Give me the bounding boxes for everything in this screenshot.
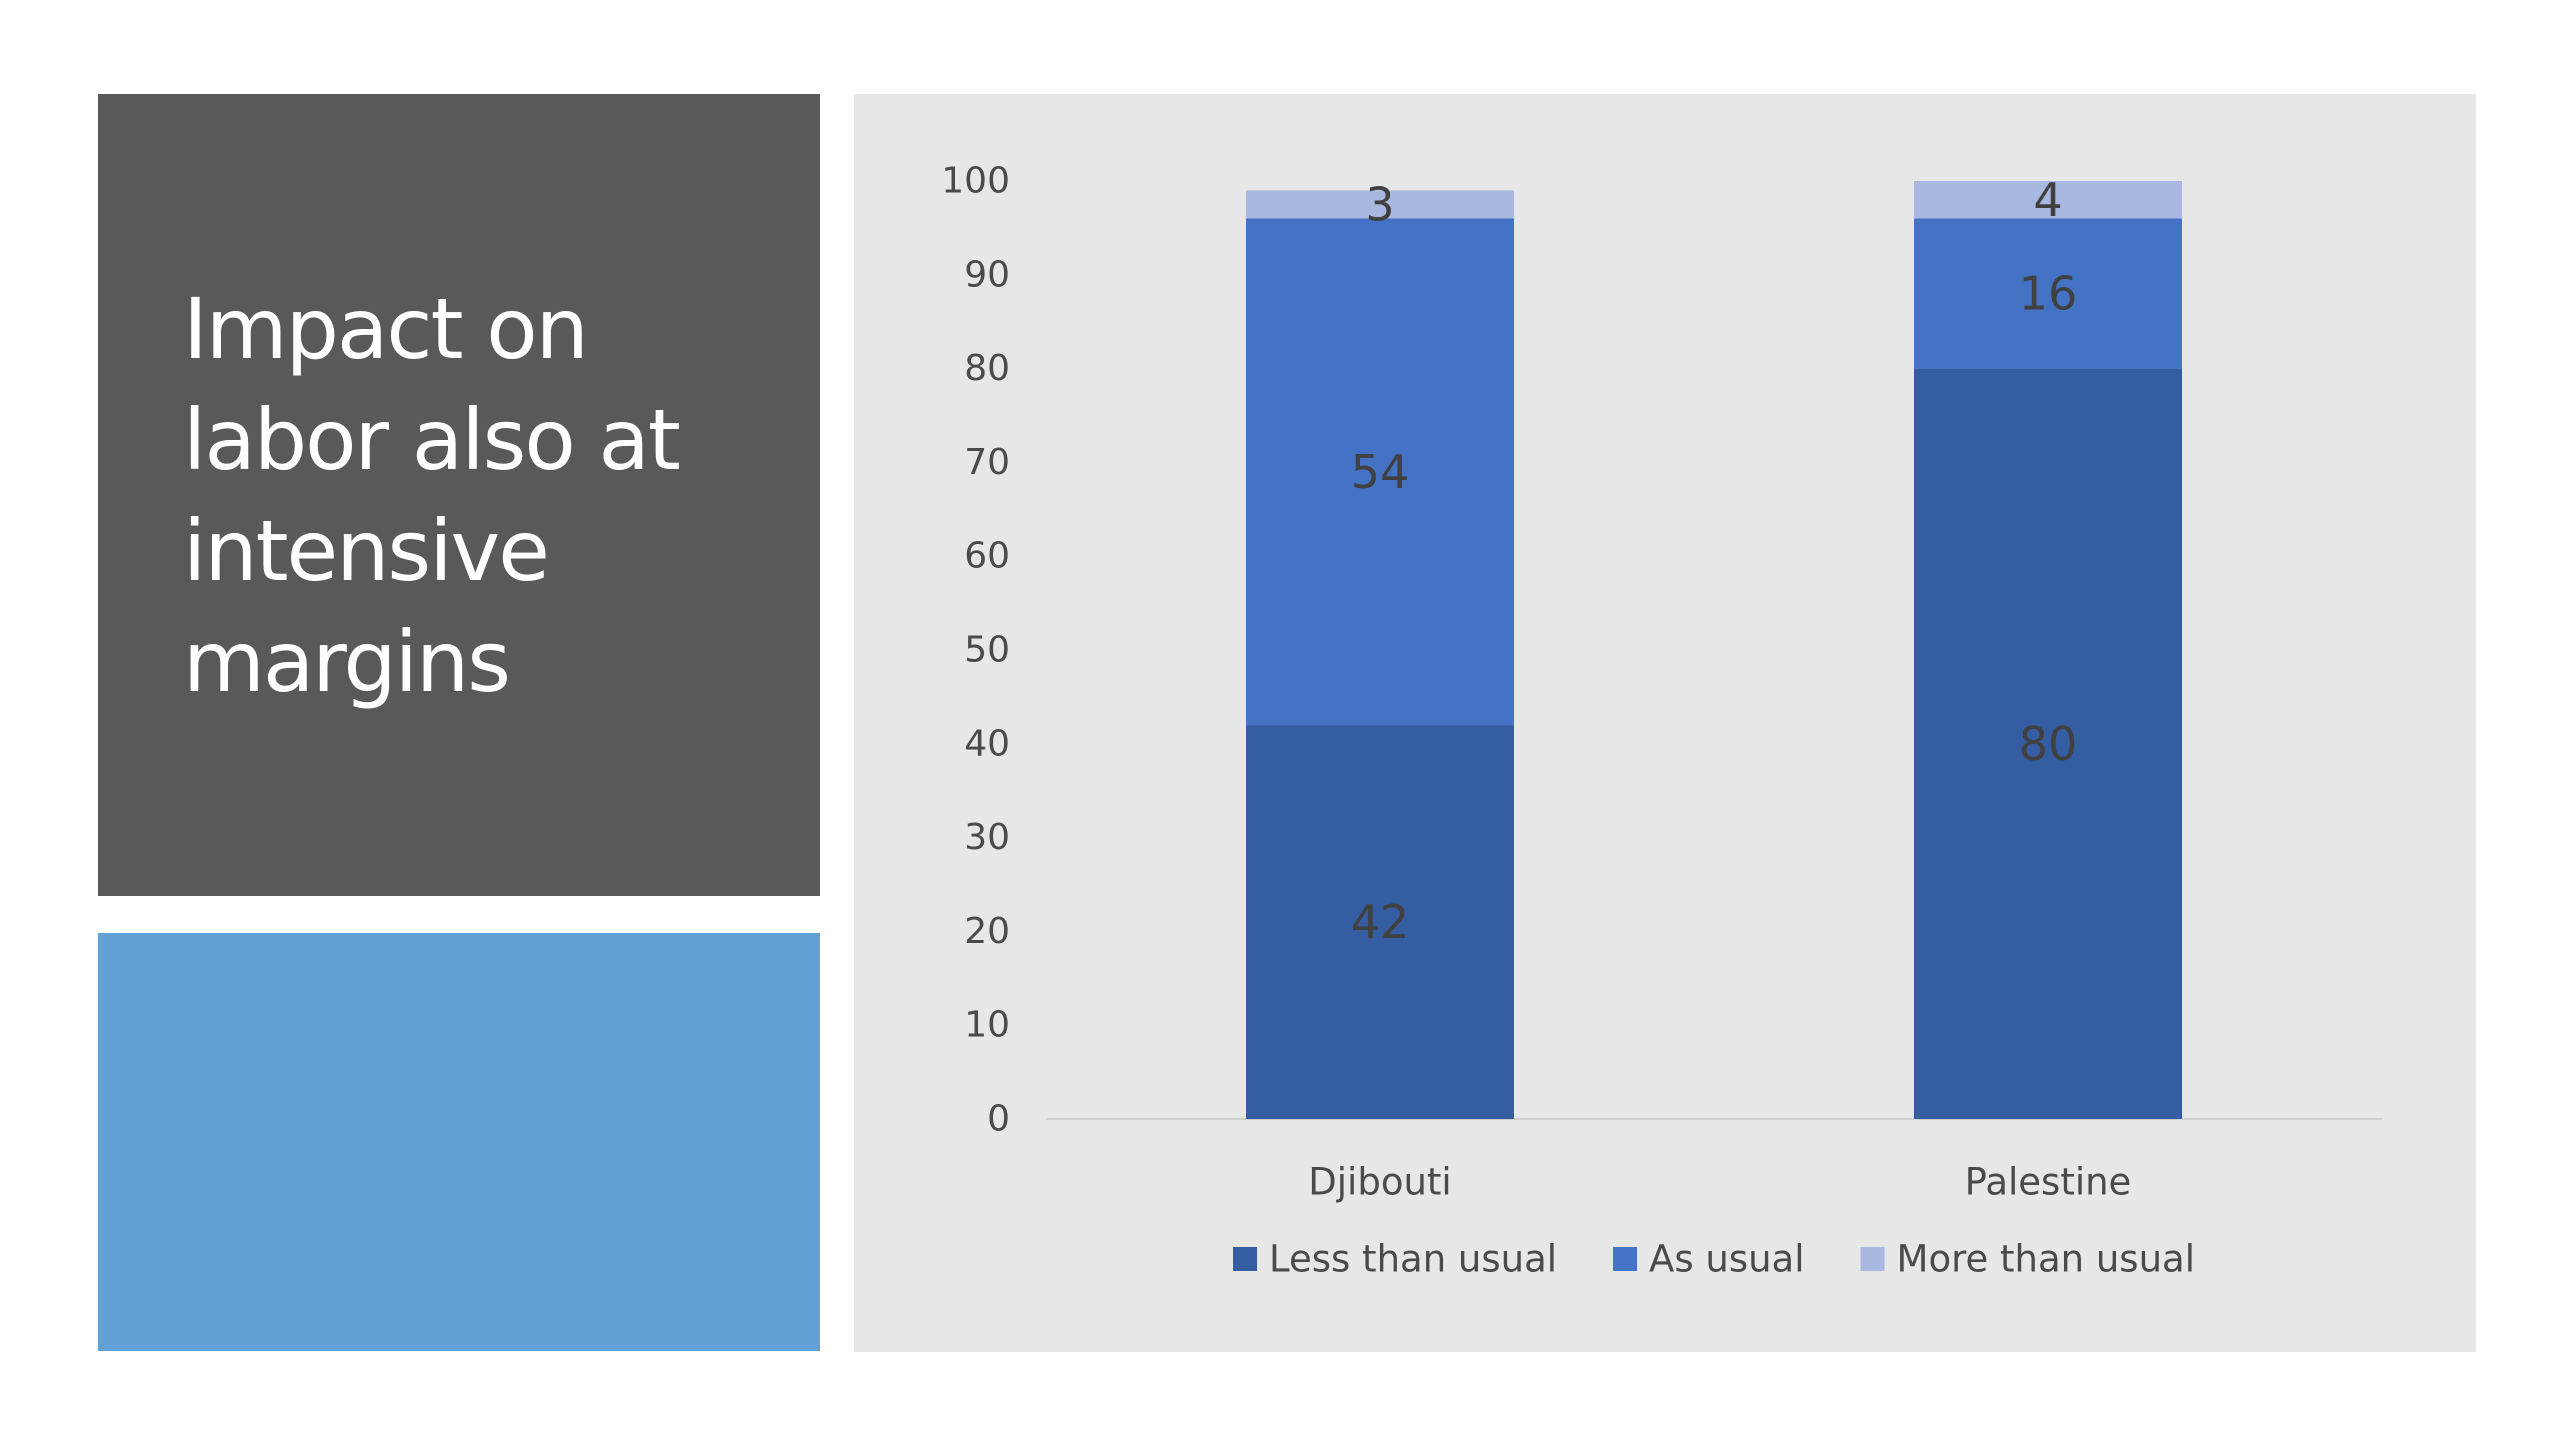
legend-label: As usual (1649, 1238, 1804, 1281)
category-label: Djibouti (1308, 1161, 1451, 1204)
chart-panel: 0 10 20 30 40 50 60 70 80 90 100 Djibouti Palestine … (854, 94, 2476, 1352)
y-tick-label: 0 (987, 1099, 1010, 1140)
legend: Less than usual As usual More than usual (1233, 1238, 2195, 1281)
bar-segment (1914, 368, 2182, 1120)
data-label: 4 (2033, 173, 2062, 227)
legend-swatch (1860, 1247, 1885, 1271)
legend-swatch (1233, 1247, 1258, 1271)
data-label: 80 (2019, 717, 2078, 771)
y-tick-label: 30 (964, 817, 1010, 858)
slide-title: Impact on labor also at intensive margin… (183, 280, 681, 711)
data-label: 16 (2019, 267, 2078, 321)
y-tick-label: 50 (964, 630, 1010, 671)
data-label: 3 (1365, 177, 1394, 231)
axis-layer: 0 10 20 30 40 50 60 70 80 90 100 Djibouti Palestine (941, 161, 2382, 1204)
y-tick-label: 20 (964, 911, 1010, 952)
y-tick-label: 60 (964, 536, 1010, 577)
y-tick-label: 100 (941, 161, 1010, 202)
bars-layer (1246, 181, 2182, 1120)
bar-segment (1914, 218, 2182, 369)
legend-label: More than usual (1897, 1238, 2195, 1281)
y-tick-label: 80 (964, 348, 1010, 389)
title-panel: Impact on labor also at intensive margin… (98, 94, 820, 896)
data-labels-layer: 42 54 3 80 16 4 (1351, 173, 2078, 949)
y-tick-label: 90 (964, 254, 1010, 295)
category-label: Palestine (1965, 1161, 2132, 1204)
y-tick-label: 40 (964, 723, 1010, 764)
bar-segment (1914, 181, 2182, 219)
data-label: 42 (1351, 895, 1410, 949)
data-label: 54 (1351, 445, 1410, 499)
y-tick-label: 70 (964, 442, 1010, 483)
legend-swatch (1613, 1247, 1638, 1271)
bar-segment (1246, 190, 1514, 219)
y-tick-label: 10 (964, 1005, 1010, 1046)
legend-label: Less than usual (1269, 1238, 1557, 1281)
accent-panel (98, 933, 820, 1351)
bar-segment (1246, 218, 1514, 726)
bar-segment (1246, 725, 1514, 1119)
